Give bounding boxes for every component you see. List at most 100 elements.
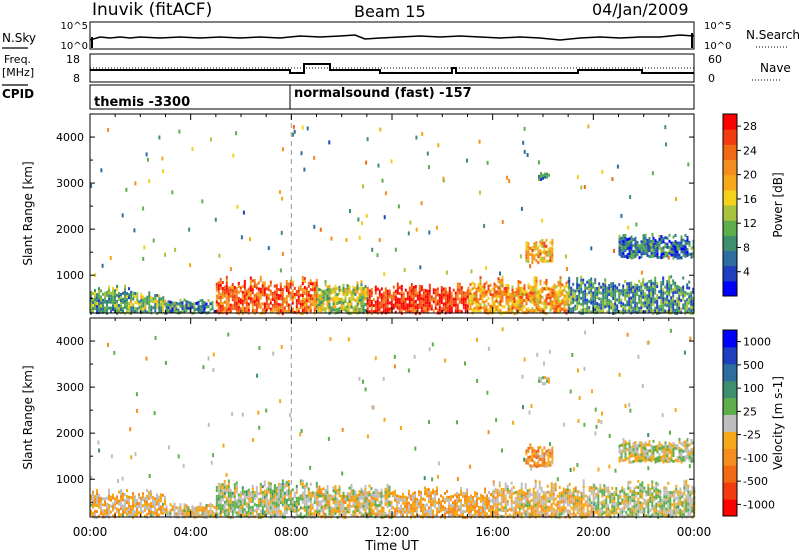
power-echo-cell — [179, 304, 182, 308]
velocity-echo-cell — [324, 497, 327, 501]
power-echo-cell — [666, 236, 669, 240]
power-echo-cell — [511, 285, 514, 289]
velocity-echo-cell — [285, 483, 288, 487]
power-echo-cell — [479, 306, 482, 310]
power-echo-cell — [594, 290, 597, 294]
power-echo-cell — [513, 312, 516, 316]
velocity-echo-cell — [572, 505, 575, 509]
power-echo-cell — [293, 310, 296, 314]
power-echo-cell — [688, 301, 691, 305]
velocity-echo-cell — [470, 500, 472, 504]
power-echo-cell — [120, 302, 122, 305]
power-echo-cell — [291, 295, 294, 299]
power-echo-cell — [628, 255, 631, 259]
power-echo-cell — [630, 299, 633, 303]
power-echo-cell — [602, 297, 605, 301]
velocity-echo-cell — [590, 510, 593, 514]
power-scatter-echo — [281, 251, 284, 256]
velocity-echo-cell — [328, 506, 331, 510]
power-echo-cell — [118, 292, 120, 295]
velocity-echo-region — [90, 488, 166, 519]
velocity-echo-cell — [627, 492, 630, 496]
velocity-echo-cell — [572, 496, 575, 500]
velocity-echo-cell — [229, 503, 232, 507]
velocity-echo-cell — [504, 506, 507, 510]
velocity-echo-cell — [263, 495, 266, 499]
power-echo-cell — [608, 293, 611, 296]
power-echo-cell — [175, 301, 178, 305]
velocity-echo-cell — [318, 500, 321, 504]
power-echo-cell — [275, 287, 278, 291]
power-echo-cell — [167, 303, 170, 307]
power-echo-cell — [555, 285, 558, 289]
power-echo-cell — [301, 309, 304, 312]
power-echo-cell — [106, 290, 108, 294]
power-echo-cell — [253, 282, 256, 285]
velocity-echo-cell — [261, 506, 264, 510]
velocity-echo-cell — [150, 513, 152, 517]
power-echo-cell — [235, 305, 238, 309]
power-echo-cell — [614, 293, 617, 297]
power-echo-cell — [505, 287, 508, 290]
power-echo-cell — [316, 285, 319, 289]
power-echo-cell — [582, 308, 585, 312]
velocity-echo-cell — [552, 492, 555, 496]
velocity-echo-cell — [637, 503, 640, 507]
power-echo-cell — [535, 247, 538, 251]
power-echo-cell — [642, 280, 645, 284]
velocity-echo-cell — [406, 511, 408, 515]
power-echo-cell — [582, 293, 585, 297]
velocity-echo-cell — [152, 514, 154, 517]
power-echo-cell — [642, 277, 645, 281]
power-scatter-echo — [362, 184, 365, 189]
velocity-echo-cell — [346, 504, 349, 508]
velocity-echo-cell — [320, 509, 323, 513]
velocity-echo-cell — [205, 507, 208, 510]
velocity-echo-cell — [237, 508, 240, 512]
velocity-echo-cell — [494, 502, 497, 506]
velocity-echo-cell — [562, 493, 565, 497]
power-echo-cell — [426, 295, 429, 299]
power-echo-cell — [616, 289, 619, 293]
power-echo-cell — [158, 294, 161, 298]
power-echo-cell — [169, 309, 172, 313]
velocity-echo-cell — [271, 513, 274, 517]
velocity-echo-cell — [132, 513, 134, 516]
power-echo-cell — [376, 302, 379, 306]
velocity-echo-cell — [615, 502, 618, 506]
power-scatter-echo — [292, 132, 294, 137]
velocity-echo-cell — [458, 514, 460, 518]
velocity-echo-cell — [430, 506, 432, 510]
velocity-echo-cell — [102, 509, 104, 513]
velocity-echo-cell — [253, 497, 256, 501]
power-echo-cell — [670, 275, 673, 279]
power-echo-cell — [557, 295, 560, 299]
power-echo-cell — [527, 260, 530, 264]
velocity-echo-cell — [273, 487, 276, 490]
velocity-echo-cell — [428, 488, 430, 492]
power-echo-cell — [630, 241, 633, 245]
power-echo-cell — [263, 308, 266, 312]
velocity-echo-cell — [582, 491, 585, 495]
power-echo-cell — [233, 289, 236, 292]
power-echo-cell — [382, 297, 385, 301]
velocity-echo-cell — [556, 494, 559, 498]
power-echo-cell — [418, 284, 421, 288]
power-echo-cell — [100, 310, 102, 314]
velocity-echo-cell — [494, 496, 497, 500]
velocity-echo-cell — [418, 505, 420, 509]
power-echo-cell — [140, 299, 143, 302]
velocity-echo-cell — [506, 509, 509, 512]
power-echo-cell — [676, 288, 679, 291]
velocity-echo-cell — [326, 485, 329, 489]
power-echo-cell — [203, 304, 206, 308]
velocity-echo-cell — [544, 494, 547, 498]
velocity-echo-cell — [578, 496, 581, 500]
velocity-echo-cell — [126, 498, 128, 502]
power-echo-cell — [382, 309, 385, 313]
velocity-echo-cell — [362, 513, 365, 517]
velocity-echo-cell — [366, 500, 369, 504]
velocity-echo-cell — [494, 490, 497, 494]
power-echo-cell — [624, 294, 627, 298]
power-echo-cell — [112, 295, 114, 299]
